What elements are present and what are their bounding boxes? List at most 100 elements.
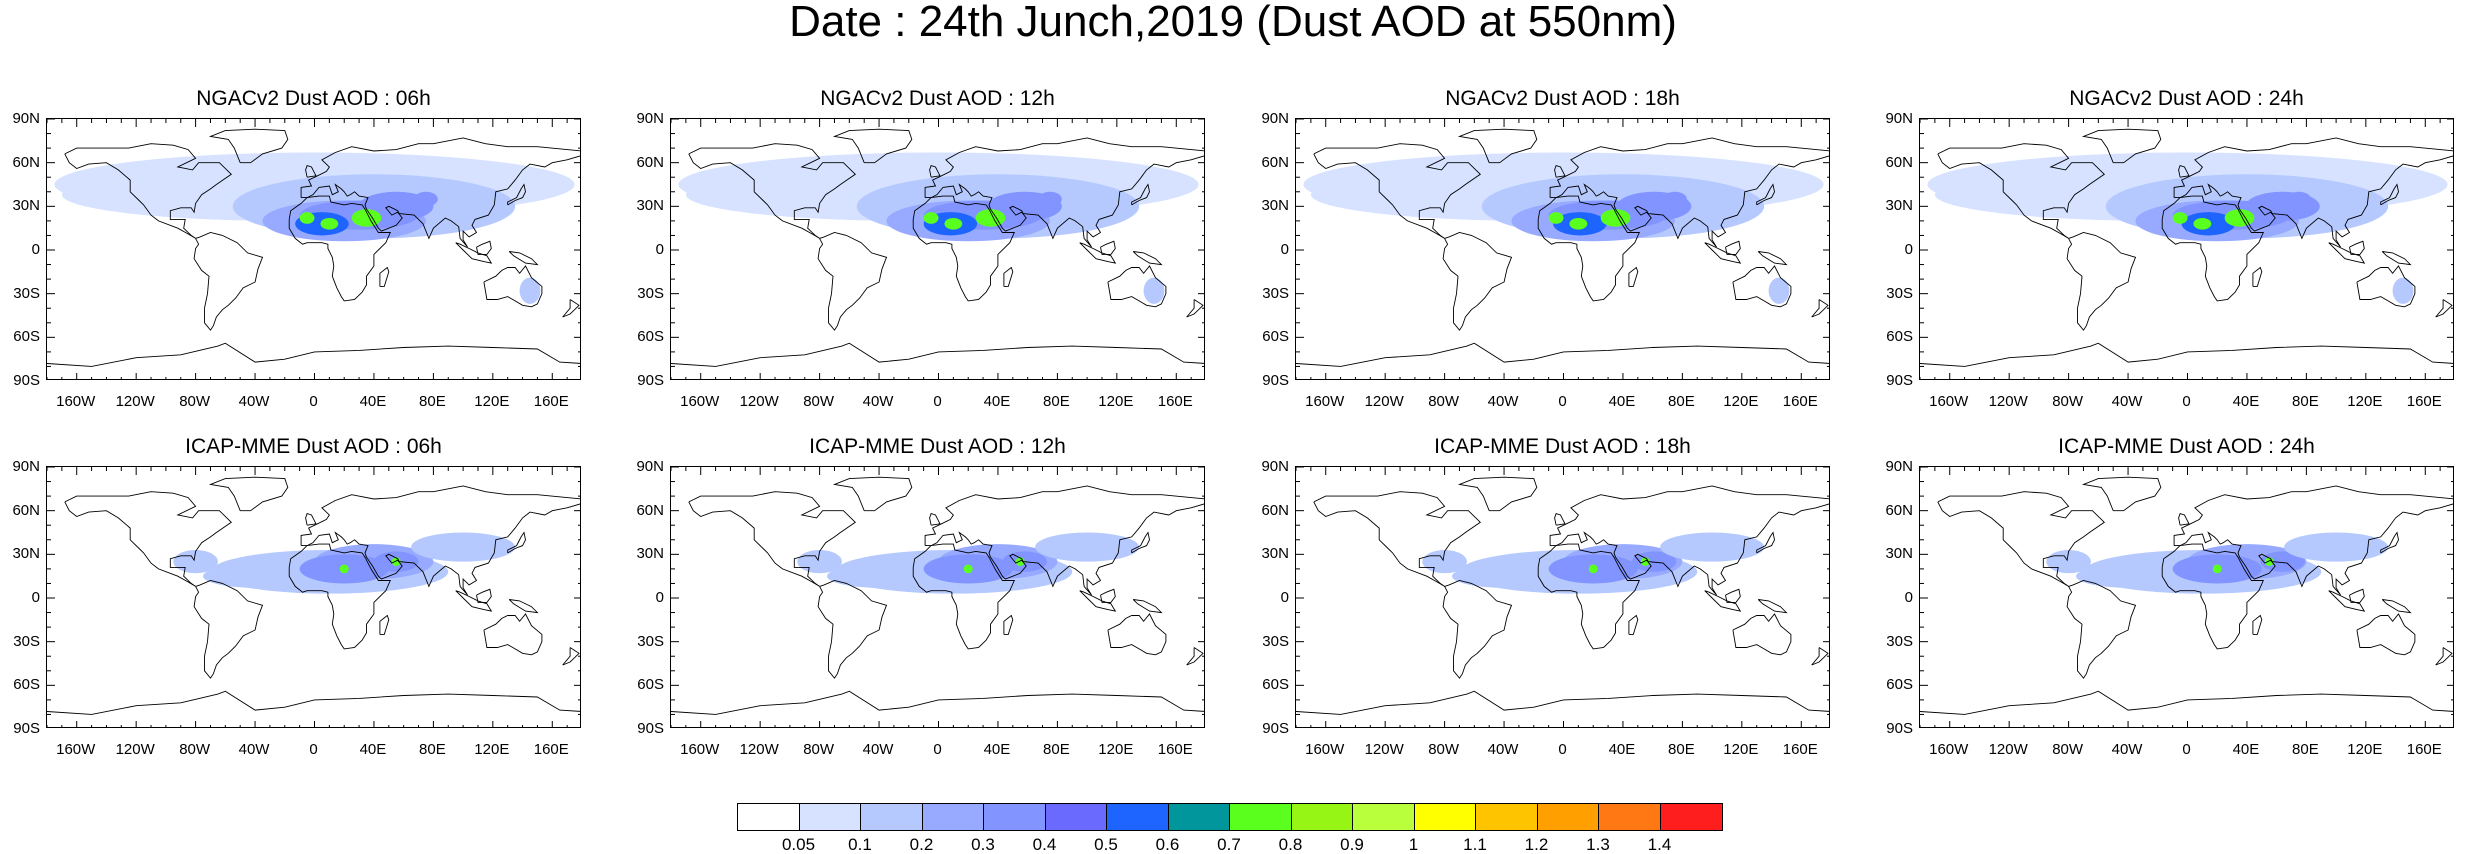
figure-title: Date : 24th Junch,2019 (Dust AOD at 550n…: [789, 0, 1677, 46]
longitude-tick-label: 120E: [474, 393, 510, 410]
latitude-tick-label: 60N: [1261, 153, 1289, 171]
coastline-antarctica: [47, 342, 580, 367]
longitude-tick-label: 80E: [2292, 393, 2319, 410]
dust-aod-region: [1660, 532, 1765, 562]
coastline-japan: [507, 531, 526, 554]
coastline-eurasia: [300, 137, 580, 248]
longitude-tick-label: 0: [1558, 393, 1567, 410]
coastline-borneo: [1100, 588, 1116, 603]
coastline-greenland: [208, 476, 289, 512]
coastline-north-america: [688, 143, 857, 239]
longitude-tick-label: 120W: [1364, 741, 1404, 758]
coastline-new-zealand: [562, 299, 580, 318]
coastline-greenland: [1457, 476, 1538, 512]
map-panel-ngacv2-12h: NGACv2 Dust AOD : 12h 90N 60N 30N 0 30S 60S 90S…: [624, 88, 1225, 418]
latitude-tick-label: 60S: [13, 676, 40, 694]
coastline-north-america: [1313, 143, 1482, 239]
coastline-borneo: [476, 588, 492, 603]
map-panel-icap-mme-12h: ICAP-MME Dust AOD : 12h 90N 60N 30N 0 30S 60S 9…: [624, 436, 1225, 766]
latitude-tick-label: 90S: [1886, 720, 1913, 737]
latitude-tick-label: 30S: [13, 632, 40, 650]
coastline-britain: [1554, 513, 1566, 526]
coastline-indonesia: [455, 242, 493, 264]
latitude-tick-label: 90S: [637, 372, 664, 389]
latitude-tick-label: 30S: [1262, 632, 1289, 650]
longitude-tick-label: 120W: [115, 393, 155, 410]
coastline-africa: [1537, 195, 1640, 302]
latitude-tick-label: 60S: [1886, 328, 1913, 346]
latitude-tick-label: 90N: [1885, 110, 1913, 127]
longitude-tick-label: 120E: [2347, 741, 2383, 758]
coastline-south-america: [193, 580, 264, 679]
panel-title: ICAP-MME Dust AOD : 24h: [2058, 435, 2315, 458]
coastline-new-zealand: [1186, 299, 1204, 318]
coastline-australia: [2356, 613, 2416, 656]
coastline-britain: [2178, 513, 2190, 526]
coastline-south-america: [1442, 232, 1513, 331]
coastline-north-america: [1937, 491, 2106, 587]
coastline-new-guinea: [2381, 599, 2412, 614]
longitude-tick-label: 160W: [56, 741, 96, 758]
coastline-eurasia: [2173, 137, 2453, 248]
dust-aod-region: [1600, 209, 1631, 227]
longitude-tick-label: 40W: [1487, 741, 1519, 758]
coastline-borneo: [1725, 240, 1741, 255]
coastline-africa: [912, 195, 1015, 302]
longitude-tick-label: 80W: [179, 393, 211, 410]
coastline-britain: [929, 165, 941, 178]
coastline-britain: [929, 513, 941, 526]
dust-aod-region: [2260, 551, 2305, 572]
coastline-indonesia: [1704, 590, 1742, 612]
dust-aod-region: [2287, 191, 2311, 207]
longitude-tick-label: 160W: [1929, 393, 1969, 410]
latitude-tick-label: 60N: [12, 501, 40, 519]
dust-aod-region: [351, 209, 382, 227]
longitude-tick-label: 80W: [2052, 393, 2084, 410]
coastline-eurasia: [300, 485, 580, 596]
colorbar-swatch: [738, 804, 800, 830]
coastline-africa: [2161, 195, 2264, 302]
map-panel-icap-mme-06h: ICAP-MME Dust AOD : 06h 90N 60N 30N 0 30S 60S 9…: [0, 436, 601, 766]
latitude-tick-label: 30N: [636, 545, 664, 563]
longitude-tick-label: 160E: [533, 393, 569, 410]
dust-aod-region: [2076, 564, 2181, 588]
map-panel-ngacv2-06h: NGACv2 Dust AOD : 06h 90N 60N 30N 0 30S 60S 90S…: [0, 88, 601, 418]
longitude-tick-label: 40W: [1487, 393, 1519, 410]
latitude-tick-label: 60S: [1886, 676, 1913, 694]
coastline-madagascar: [1003, 614, 1014, 635]
map-panel-icap-mme-18h: ICAP-MME Dust AOD : 18h 90N 60N 30N 0 30S 60S 9…: [1249, 436, 1850, 766]
coastline-greenland: [208, 128, 289, 164]
colorbar-swatch: [984, 804, 1046, 830]
coastline-japan: [2380, 531, 2399, 554]
coastline-eurasia: [1549, 485, 1829, 596]
coastline-new-guinea: [1132, 251, 1163, 266]
coastline-madagascar: [1628, 614, 1639, 635]
coastline-new-guinea: [1132, 599, 1163, 614]
latitude-tick-label: 30N: [636, 197, 664, 215]
dust-aod-region: [411, 532, 516, 562]
coastline-indonesia: [455, 590, 493, 612]
latitude-tick-label: 90N: [1885, 458, 1913, 475]
coastline-new-guinea: [1757, 599, 1788, 614]
latitude-tick-label: 90S: [13, 372, 40, 389]
coastline-australia: [483, 613, 543, 656]
longitude-tick-label: 80W: [803, 741, 835, 758]
longitude-tick-label: 160W: [56, 393, 96, 410]
colorbar-swatch: [1599, 804, 1661, 830]
latitude-tick-label: 90S: [1262, 720, 1289, 737]
colorbar: [737, 803, 1723, 831]
dust-aod-region: [827, 564, 932, 588]
colorbar-tick-label: 0.2: [909, 835, 934, 854]
panel-title: ICAP-MME Dust AOD : 18h: [1434, 435, 1691, 458]
longitude-tick-label: 120W: [1364, 393, 1404, 410]
longitude-tick-label: 160E: [1157, 741, 1193, 758]
dust-aod-region: [2212, 564, 2222, 574]
dust-aod-region: [2392, 277, 2414, 304]
colorbar-swatch: [1353, 804, 1415, 830]
coastline-borneo: [1725, 588, 1741, 603]
colorbar-tick-label: 1.3: [1586, 835, 1610, 854]
longitude-tick-label: 40E: [359, 741, 387, 758]
longitude-tick-label: 160E: [1157, 393, 1193, 410]
coastline-new-zealand: [1811, 299, 1829, 318]
latitude-tick-label: 30N: [12, 545, 40, 563]
